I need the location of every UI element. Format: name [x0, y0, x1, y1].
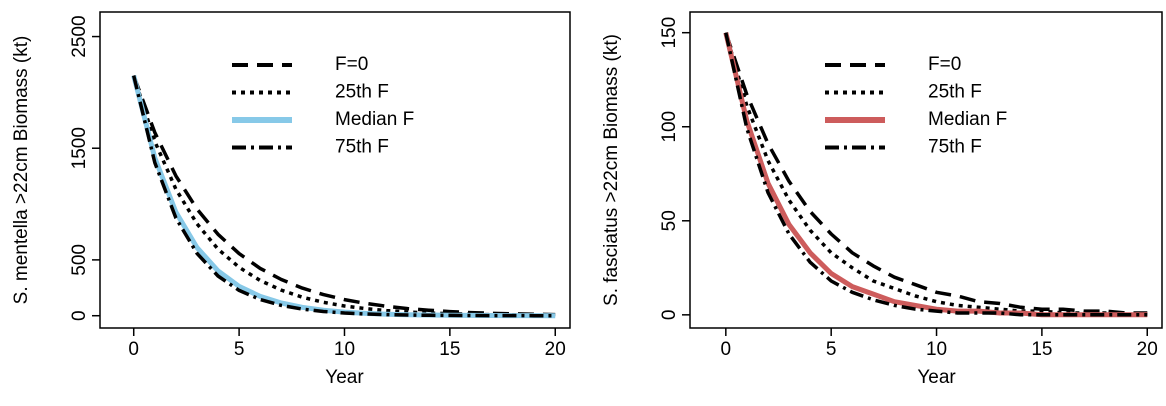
x-tick-label: 5	[234, 339, 245, 360]
series-line	[131, 75, 556, 318]
y-tick-label: 1500	[69, 127, 90, 169]
x-tick-label: 15	[439, 339, 460, 360]
x-axis-title: Year	[325, 367, 364, 388]
legend-label: 75th F	[928, 137, 982, 158]
y-tick-label: 0	[69, 310, 90, 321]
legend-label: Median F	[928, 109, 1007, 130]
series-line	[132, 75, 556, 318]
y-tick-label: 100	[659, 111, 680, 143]
x-tick-label: 0	[128, 339, 139, 360]
legend-label: 75th F	[335, 137, 389, 158]
series-line	[724, 32, 1148, 317]
x-tick-label: 10	[926, 339, 947, 360]
plot-box	[689, 11, 1163, 329]
legend-label: 25th F	[335, 82, 389, 103]
legend-label: 25th F	[928, 82, 982, 103]
legend-label: F=0	[335, 54, 368, 75]
x-tick-label: 10	[334, 339, 355, 360]
x-tick-label: 5	[826, 339, 837, 360]
legend-label: F=0	[928, 54, 961, 75]
y-axis-title: S. fasciatus >22cm Biomass (kt)	[601, 34, 622, 306]
y-tick-label: 0	[659, 310, 680, 321]
x-tick-label: 15	[1031, 339, 1052, 360]
series-line	[724, 32, 1148, 315]
legend-label: Median F	[335, 109, 414, 130]
x-tick-label: 0	[721, 339, 732, 360]
y-tick-label: 2500	[69, 15, 90, 57]
series-line	[132, 74, 556, 317]
x-tick-label: 20	[1137, 339, 1158, 360]
y-tick-label: 50	[659, 210, 680, 231]
y-axis-title: S. mentella >22cm Biomass (kt)	[11, 36, 32, 305]
plot-box	[99, 11, 571, 329]
y-tick-label: 500	[69, 244, 90, 276]
x-axis-title: Year	[917, 367, 956, 388]
x-tick-label: 20	[545, 339, 566, 360]
y-tick-label: 150	[659, 17, 680, 49]
